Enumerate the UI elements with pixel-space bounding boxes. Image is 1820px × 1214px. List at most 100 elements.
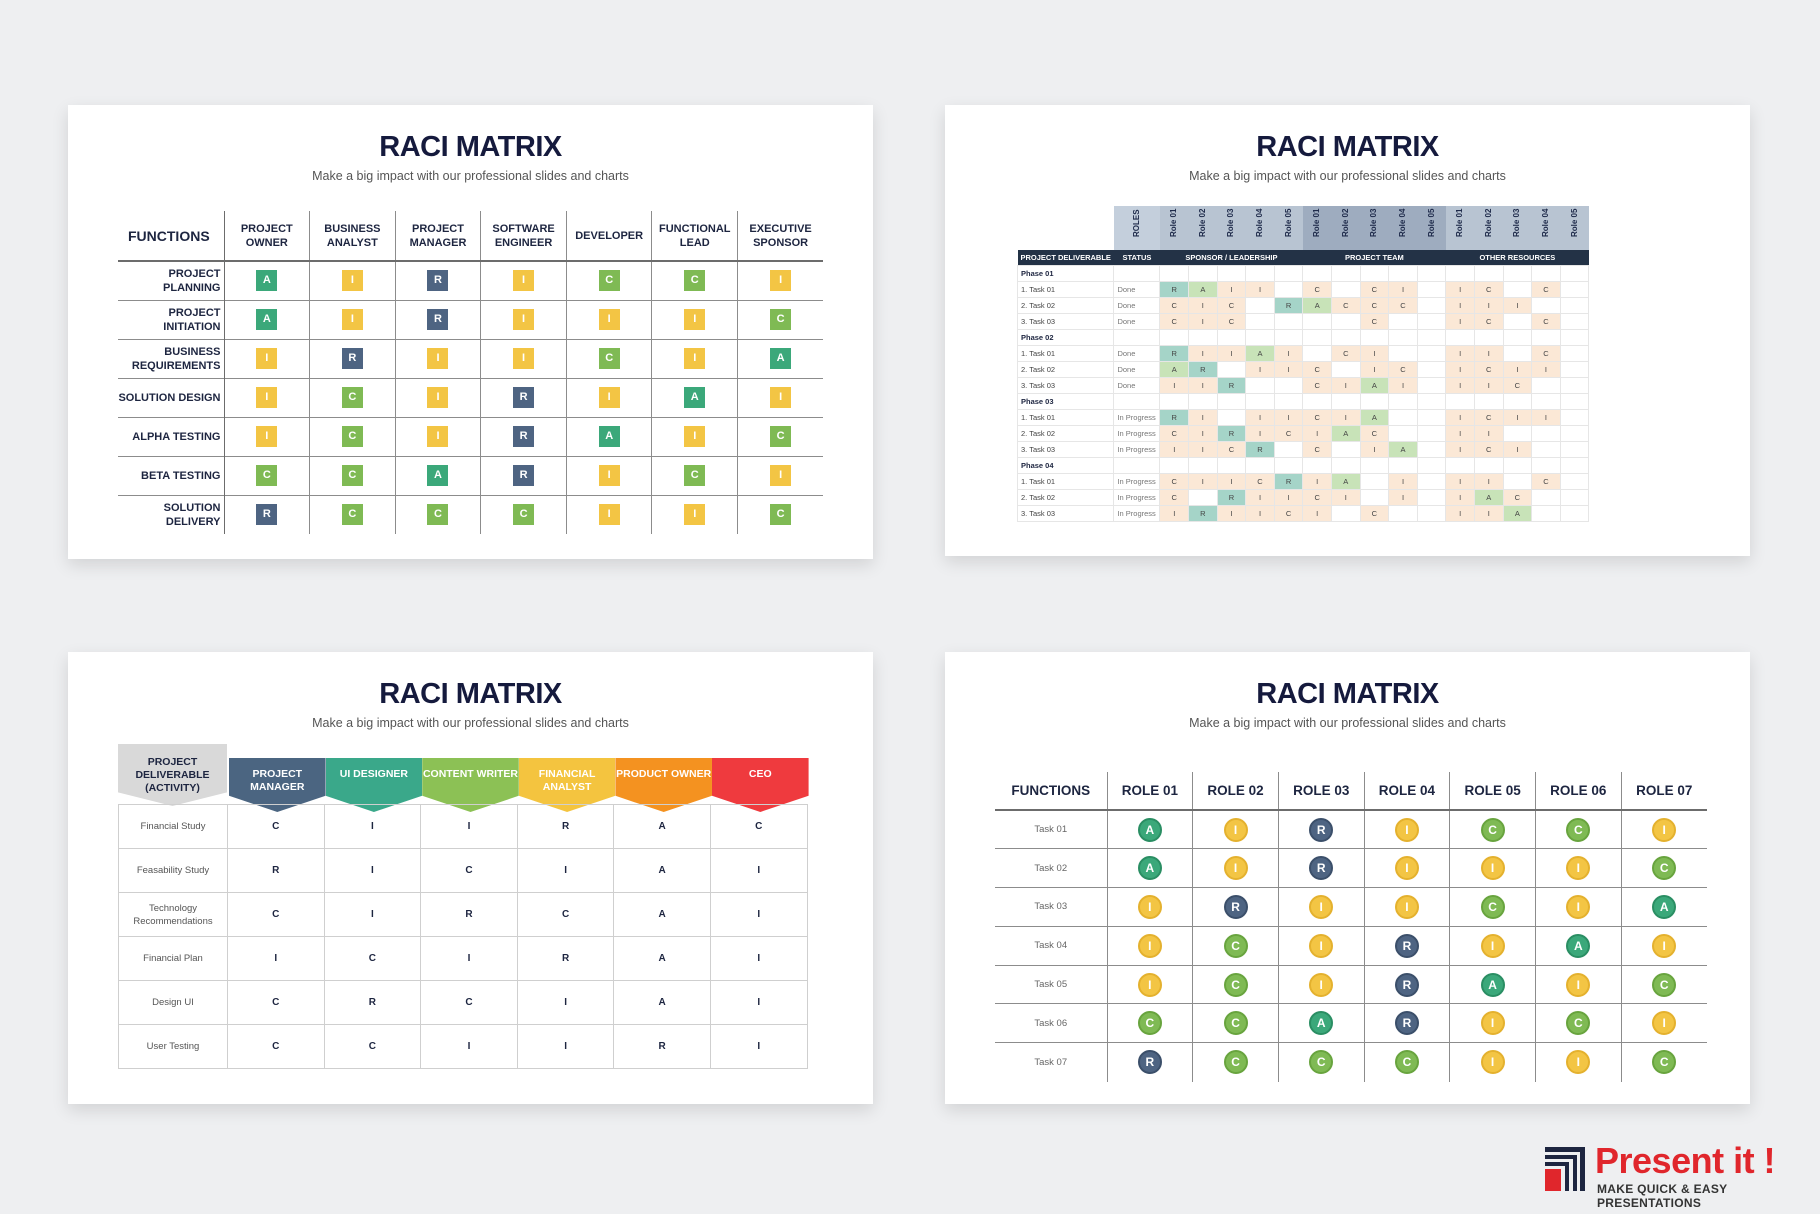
task-name: Task 05 bbox=[995, 964, 1107, 1004]
empty-cell bbox=[1559, 392, 1590, 410]
raci-circle: R bbox=[1394, 972, 1419, 997]
column-header: ROLE 06 bbox=[1534, 772, 1622, 810]
raci-circle: I bbox=[1480, 1011, 1505, 1036]
raci-cell: R bbox=[394, 299, 481, 339]
column-header: ROLE 05 bbox=[1449, 772, 1536, 810]
raci-cell: I bbox=[1277, 964, 1365, 1004]
task-row: 2. Task 02 In Progress C I R I C I A C I I bbox=[1016, 424, 1590, 442]
raci-cell: I bbox=[1273, 488, 1304, 506]
raci-cell: R bbox=[420, 892, 518, 937]
raci-cell: I bbox=[709, 936, 808, 981]
raci-cell: I bbox=[1245, 360, 1275, 378]
raci-badge: I bbox=[341, 270, 363, 292]
raci-cell: C bbox=[1531, 472, 1561, 490]
task-status: Done bbox=[1113, 312, 1161, 330]
raci-cell: A bbox=[1277, 1003, 1365, 1043]
slide-subtitle: Make a big impact with our professional … bbox=[1189, 169, 1506, 183]
task-name: 2. Task 02 bbox=[1016, 488, 1115, 506]
task-name: 2. Task 02 bbox=[1016, 360, 1115, 378]
function-name: BETA TESTING bbox=[118, 455, 224, 495]
empty-cell bbox=[1302, 456, 1332, 474]
empty-cell bbox=[1331, 328, 1361, 346]
raci-badge: I bbox=[513, 309, 535, 330]
raci-cell: A bbox=[613, 804, 711, 849]
empty-cell bbox=[1388, 264, 1418, 282]
raci-circle: C bbox=[1394, 1050, 1419, 1075]
phase-name: Phase 04 bbox=[1016, 456, 1115, 474]
role-label: Role 05 bbox=[1569, 208, 1579, 237]
column-header: ROLE 04 bbox=[1363, 772, 1450, 810]
slide-raci-chevrons: RACI MATRIX Make a big impact with our p… bbox=[68, 652, 873, 1104]
slide-title: RACI MATRIX bbox=[379, 131, 562, 163]
raci-cell: C bbox=[1273, 504, 1304, 522]
raci-cell: C bbox=[1192, 925, 1279, 966]
role-label: Role 01 bbox=[1455, 208, 1465, 237]
roles-label: ROLES bbox=[1131, 209, 1141, 237]
raci-cell: I bbox=[1188, 440, 1218, 458]
raci-cell: C bbox=[1473, 280, 1504, 298]
raci-circle: R bbox=[1309, 817, 1334, 842]
raci-cell: A bbox=[737, 338, 824, 378]
raci-cell bbox=[1302, 344, 1332, 362]
raci-circle: I bbox=[1137, 933, 1162, 958]
empty-cell bbox=[1331, 392, 1361, 410]
raci-cell: C bbox=[1302, 408, 1332, 426]
raci-cell: R bbox=[1216, 488, 1247, 506]
task-row: 3. Task 03 Done I I R C I A I I I C bbox=[1016, 376, 1590, 394]
empty-cell bbox=[1531, 456, 1561, 474]
raci-cell bbox=[1416, 312, 1447, 330]
raci-cell: I bbox=[1449, 1003, 1536, 1043]
function-name: PROJECT INITIATION bbox=[118, 299, 224, 339]
raci-detailed-table: ROLES Role 01 Role 02 Role 03 Role 04 Role 05… bbox=[1016, 206, 1590, 522]
table-row: PROJECT INITIATION A I R I I I C bbox=[118, 299, 824, 339]
raci-cell bbox=[1331, 504, 1361, 522]
empty-cell bbox=[1388, 328, 1418, 346]
raci-cell bbox=[1559, 360, 1590, 378]
raci-cell: C bbox=[1388, 360, 1418, 378]
raci-cell bbox=[1559, 312, 1590, 330]
raci-cell: C bbox=[1620, 964, 1707, 1004]
raci-cell: I bbox=[565, 299, 652, 339]
empty-cell bbox=[1331, 456, 1361, 474]
role-header-row: ROLES Role 01 Role 02 Role 03 Role 04 Role 05… bbox=[1018, 206, 1589, 250]
raci-circle: I bbox=[1309, 933, 1334, 958]
task-name: 1. Task 01 bbox=[1016, 408, 1115, 426]
raci-circle: A bbox=[1137, 856, 1162, 881]
raci-cell bbox=[1416, 296, 1447, 314]
raci-cell: I bbox=[1388, 280, 1418, 298]
role-header: Role 05 bbox=[1274, 206, 1303, 250]
raci-cell bbox=[1216, 360, 1247, 378]
raci-cell: I bbox=[1445, 472, 1475, 490]
raci-cell: I bbox=[1216, 344, 1247, 362]
empty-cell bbox=[1302, 264, 1332, 282]
raci-cell: I bbox=[1363, 809, 1450, 849]
raci-cell: C bbox=[1273, 424, 1304, 442]
functions-header: FUNCTIONS bbox=[1011, 783, 1091, 798]
raci-cell bbox=[1559, 376, 1590, 394]
raci-cell: C bbox=[227, 1024, 325, 1069]
table-row: Task 01 A I R I C C I bbox=[995, 809, 1707, 849]
raci-badge: R bbox=[341, 348, 363, 369]
raci-badge: I bbox=[684, 309, 706, 330]
raci-cell: C bbox=[1159, 296, 1190, 314]
raci-circle: I bbox=[1480, 1050, 1505, 1075]
raci-circle: C bbox=[1223, 1011, 1248, 1036]
task-name: Task 03 bbox=[995, 887, 1107, 927]
raci-cell: I bbox=[1273, 408, 1304, 426]
raci-cell: R bbox=[1106, 1042, 1193, 1082]
role-label: Role 05 bbox=[1426, 208, 1436, 237]
raci-cell: C bbox=[1531, 344, 1561, 362]
raci-cell: C bbox=[1473, 408, 1504, 426]
raci-cell: I bbox=[1445, 312, 1475, 330]
phase-row: Phase 04 bbox=[1016, 456, 1590, 474]
raci-circle: I bbox=[1566, 1050, 1591, 1075]
raci-cell: C bbox=[565, 338, 652, 378]
raci-badge: A bbox=[598, 426, 620, 447]
raci-cell: I bbox=[1359, 344, 1390, 362]
empty-cell bbox=[1113, 264, 1161, 282]
raci-cell bbox=[1531, 488, 1561, 506]
task-status: Done bbox=[1113, 376, 1161, 394]
raci-circle: I bbox=[1566, 972, 1591, 997]
raci-cell bbox=[1331, 360, 1361, 378]
raci-badge: I bbox=[513, 270, 535, 292]
